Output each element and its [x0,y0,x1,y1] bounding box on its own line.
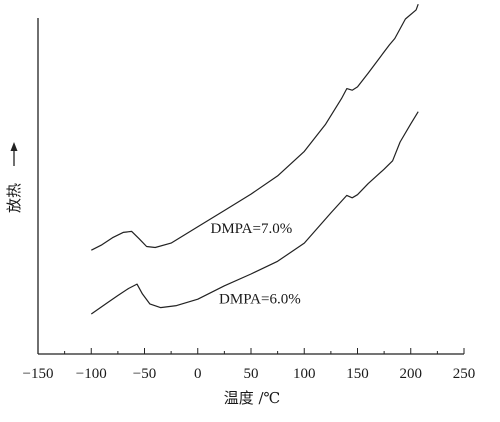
series-line-1 [91,3,419,251]
series-labels: DMPA=7.0% DMPA=6.0% [211,221,301,308]
x-axis-ticks: −150 −100 −50 0 50 100 150 200 250 [23,348,476,382]
series-label-2: DMPA=6.0% [219,292,301,308]
x-tick-label: 250 [453,366,476,382]
x-tick-label: 200 [400,366,423,382]
series-group [90,3,419,315]
series-line-2 [90,111,419,315]
x-tick-label: −100 [76,366,107,382]
y-axis-title-text: 放热 [5,183,23,213]
y-axis-arrow-icon [10,142,18,166]
x-tick-label: 0 [194,366,202,382]
series-label-1: DMPA=7.0% [211,221,293,237]
y-axis-title: 放热 [5,183,23,213]
x-tick-label: 150 [346,366,369,382]
x-tick-label: 50 [244,366,259,382]
x-tick-label: −150 [23,366,54,382]
x-axis-title: 温度 /℃ [224,389,281,407]
x-tick-label: −50 [133,366,156,382]
x-tick-label: 100 [293,366,316,382]
